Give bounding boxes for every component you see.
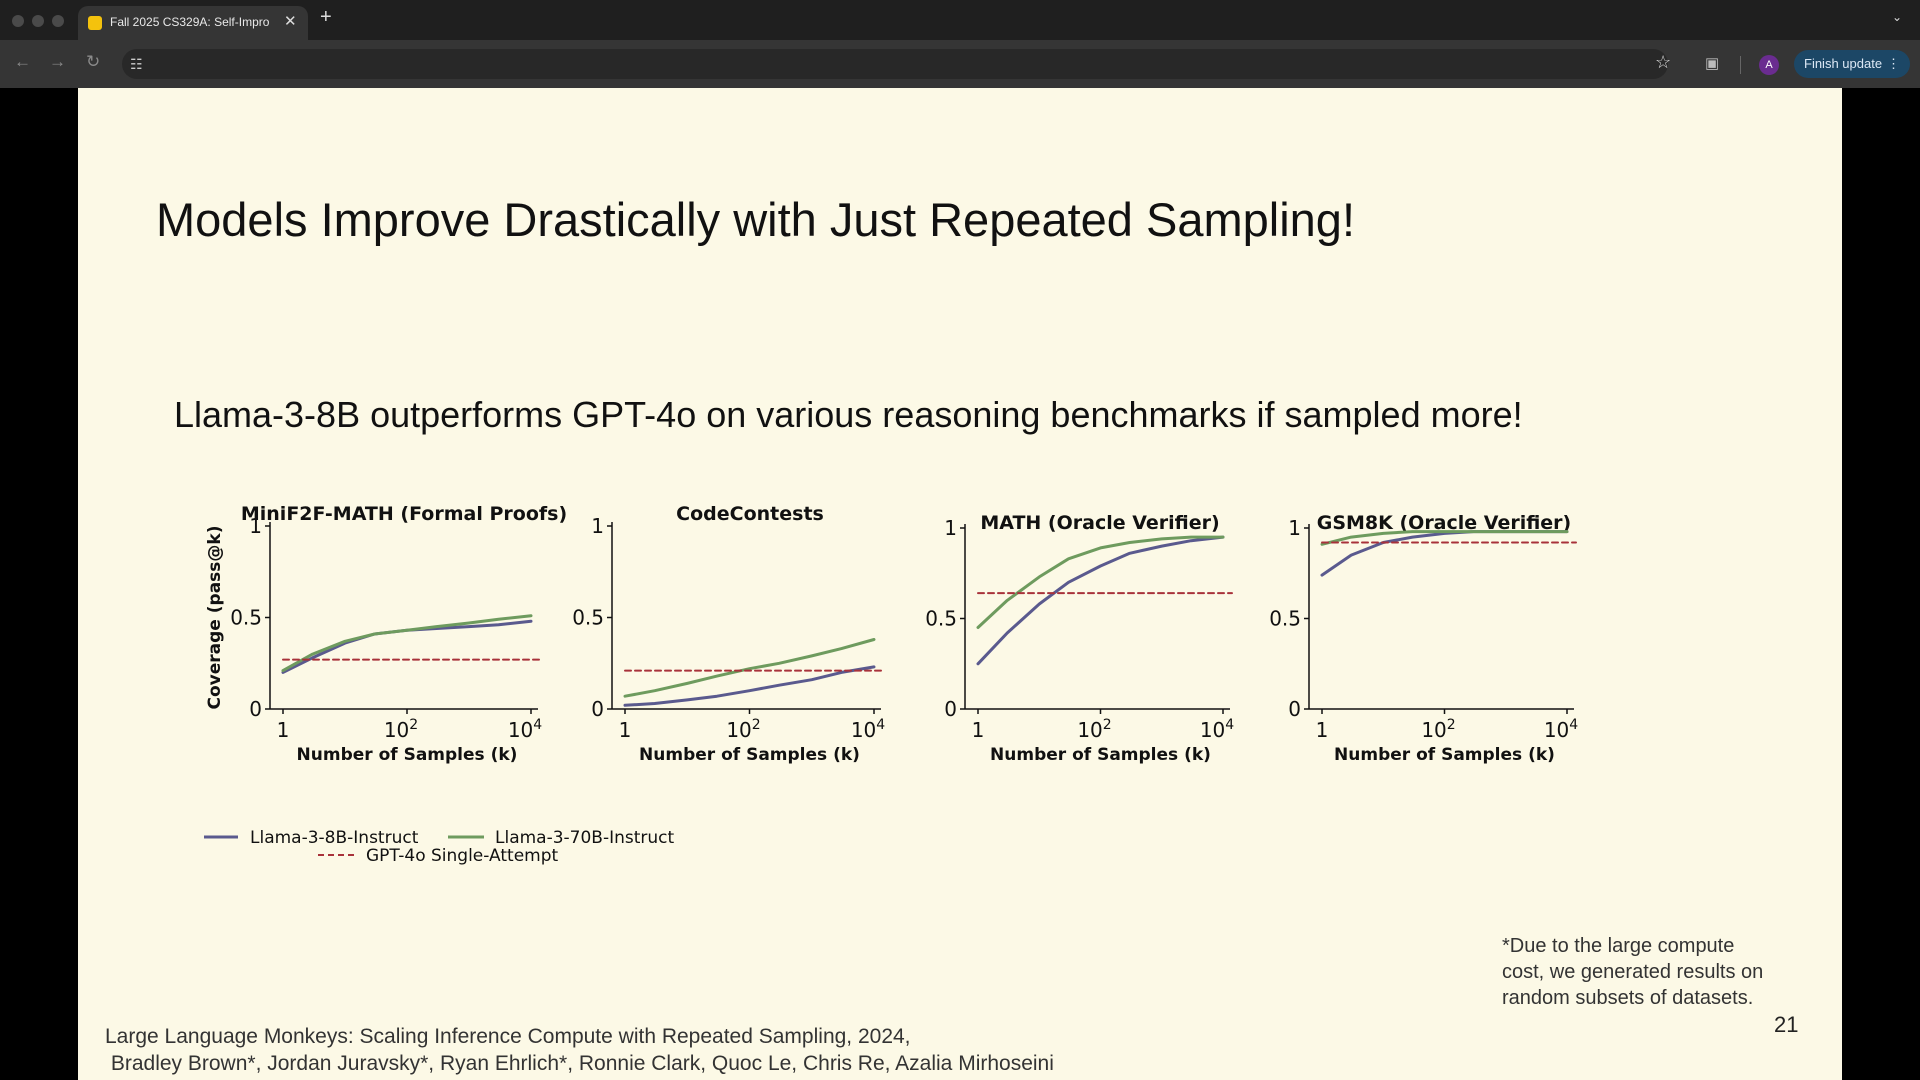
series-line-llama-3-70b-instruct <box>976 535 1225 629</box>
y-tick-label: 0.5 <box>230 606 262 630</box>
series-line-llama-3-70b-instruct <box>1320 530 1569 546</box>
footnote-line: cost, we generated results on <box>1502 961 1764 983</box>
browser-tab[interactable]: Fall 2025 CS329A: Self-Impro ✕ <box>78 6 308 40</box>
x-tick-label: 102 <box>1077 717 1111 742</box>
x-tick-label: 104 <box>1200 717 1234 742</box>
star-icon[interactable]: ☆ <box>1655 52 1672 72</box>
slide-title: Models Improve Drastically with Just Rep… <box>156 193 1356 246</box>
series-line-llama-3-70b-instruct <box>623 638 876 698</box>
footnote-line: *Due to the large compute <box>1502 935 1735 957</box>
y-tick-label: 0 <box>1288 697 1301 721</box>
chart-title: MiniF2F-MATH (Formal Proofs) <box>241 503 567 525</box>
x-tick-label: 102 <box>1421 717 1455 742</box>
x-axis-label: Number of Samples (k) <box>297 745 518 765</box>
tab-title: Fall 2025 CS329A: Self-Impro <box>110 15 270 29</box>
series-line-llama-3-70b-instruct <box>281 614 533 673</box>
page-number: 21 <box>1774 1012 1799 1037</box>
toolbar-divider <box>1740 56 1741 74</box>
x-axis-label: Number of Samples (k) <box>639 745 860 765</box>
browser-titlebar: Fall 2025 CS329A: Self-Impro ✕ + ⌄ <box>0 0 1920 40</box>
y-tick-label: 0 <box>591 697 604 721</box>
new-tab-button[interactable]: + <box>320 6 332 28</box>
y-tick-label: 0 <box>944 697 957 721</box>
footnote-line: random subsets of datasets. <box>1502 987 1754 1009</box>
legend-label: Llama-3-8B-Instruct <box>250 828 419 848</box>
x-tick-label: 104 <box>1544 717 1578 742</box>
legend-label: GPT-4o Single-Attempt <box>366 846 558 866</box>
address-bar[interactable] <box>122 49 1668 79</box>
x-tick-label: 1 <box>1316 718 1329 742</box>
series-line-llama-3-8b-instruct <box>1320 530 1569 577</box>
chart-title: MATH (Oracle Verifier) <box>980 512 1219 534</box>
citation: Large Language Monkeys: Scaling Inferenc… <box>105 1023 1054 1077</box>
footnote: *Due to the large compute cost, we gener… <box>1502 933 1802 1011</box>
charts-figure: MiniF2F-MATH (Formal Proofs) 0 0.5 1 1 102 104… <box>204 503 1578 866</box>
citation-line: Bradley Brown*, Jordan Juravsky*, Ryan E… <box>105 1052 1054 1075</box>
finish-update-button[interactable]: Finish update ⋮ <box>1794 50 1910 78</box>
y-tick-label: 0.5 <box>925 607 957 631</box>
y-tick-label: 0 <box>249 697 262 721</box>
x-tick-label: 102 <box>726 717 760 742</box>
x-axis-label: Number of Samples (k) <box>1334 745 1555 765</box>
x-axis-label: Number of Samples (k) <box>990 745 1211 765</box>
avatar[interactable]: A <box>1759 55 1779 75</box>
chart-title: CodeContests <box>676 503 824 525</box>
window-zoom-dot[interactable] <box>52 15 64 27</box>
series-line-llama-3-8b-instruct <box>976 535 1225 666</box>
tab-search-chevron-icon[interactable]: ⌄ <box>1892 10 1903 24</box>
y-tick-label: 1 <box>944 516 957 540</box>
y-tick-label: 1 <box>591 514 604 538</box>
window-close-dot[interactable] <box>12 15 24 27</box>
kebab-menu-icon[interactable]: ⋮ <box>1887 56 1900 71</box>
slide: Models Improve Drastically with Just Rep… <box>78 88 1842 1080</box>
citation-line: Large Language Monkeys: Scaling Inferenc… <box>105 1025 911 1048</box>
chart-title: GSM8K (Oracle Verifier) <box>1317 512 1572 534</box>
x-tick-label: 1 <box>619 718 632 742</box>
y-tick-label: 1 <box>1288 516 1301 540</box>
legend-label: Llama-3-70B-Instruct <box>495 828 675 848</box>
x-tick-label: 102 <box>384 717 418 742</box>
finish-update-label: Finish update <box>1804 56 1883 71</box>
tab-close-icon[interactable]: ✕ <box>284 13 297 30</box>
x-tick-label: 1 <box>277 718 290 742</box>
slide-subtitle: Llama-3-8B outperforms GPT-4o on various… <box>174 394 1523 435</box>
y-tick-label: 0.5 <box>572 606 604 630</box>
x-tick-label: 104 <box>508 717 542 742</box>
back-icon[interactable]: ← <box>14 52 31 71</box>
x-tick-label: 104 <box>851 717 885 742</box>
tune-icon[interactable]: ☷ <box>130 56 143 72</box>
series-line-llama-3-8b-instruct <box>623 665 876 707</box>
x-tick-label: 1 <box>972 718 985 742</box>
y-axis-label: Coverage (pass@k) <box>205 526 225 710</box>
slides-favicon-icon <box>88 16 102 30</box>
y-tick-label: 1 <box>249 514 262 538</box>
forward-icon[interactable]: → <box>49 52 66 71</box>
y-tick-label: 0.5 <box>1269 607 1301 631</box>
reload-icon[interactable]: ↻ <box>86 52 101 71</box>
window-minimize-dot[interactable] <box>32 15 44 27</box>
extensions-icon[interactable]: ▣ <box>1705 55 1720 72</box>
